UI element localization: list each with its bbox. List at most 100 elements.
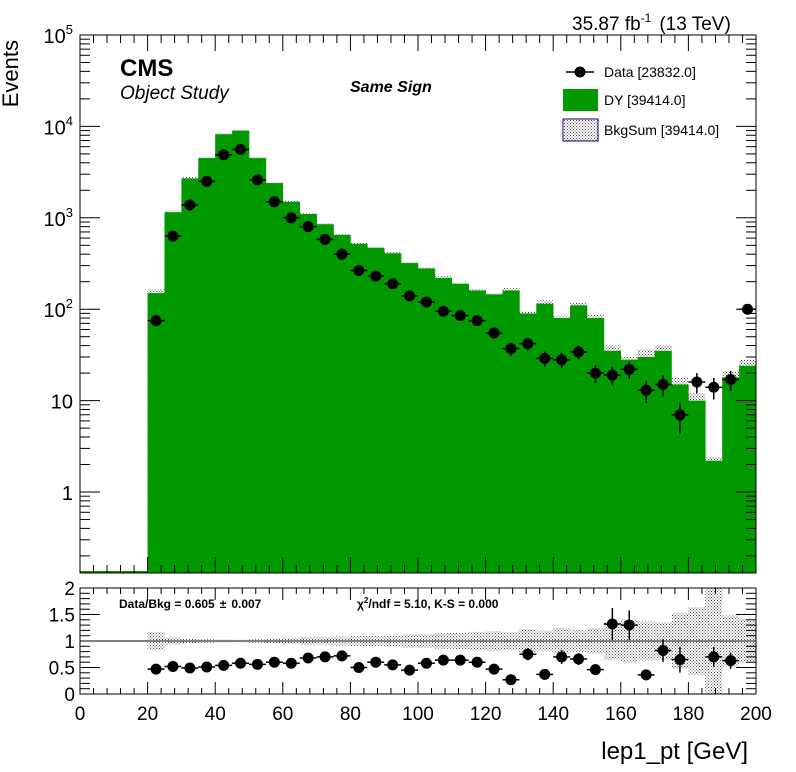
data-point (420, 296, 432, 308)
data-point (387, 278, 399, 290)
ratio-point (640, 669, 652, 681)
dy-bar (739, 365, 757, 573)
dy-bar (536, 303, 554, 573)
y-tick-label: 10 (51, 392, 73, 414)
data-point (336, 248, 348, 260)
data-point (606, 369, 618, 381)
dy-bar (215, 134, 233, 573)
ratio-point (420, 657, 432, 669)
data-point (725, 374, 737, 386)
ratio-y-tick-label: 2 (64, 579, 75, 600)
ratio-point (285, 657, 297, 669)
data-point (674, 409, 686, 421)
ratio-point (235, 657, 247, 669)
dy-bar (316, 224, 334, 574)
main-axes: 1 10 102 103 104 105 (44, 22, 757, 574)
dy-bar (333, 234, 351, 573)
lumi-label: 35.87 fb-1 (13 TeV) (572, 11, 731, 35)
ratio-point (623, 619, 635, 631)
x-tick-label: 40 (205, 704, 226, 725)
bkg-swatch-icon (562, 118, 599, 142)
main-histogram (80, 129, 757, 574)
dy-bar (350, 243, 368, 574)
data-point (404, 290, 416, 302)
data-point (691, 376, 703, 388)
data-point (370, 270, 382, 282)
data-point (708, 381, 720, 393)
legend-item-bkg: BkgSum [39414.0] (562, 118, 719, 142)
data-point (573, 346, 585, 358)
ratio-point (387, 659, 399, 671)
ratio-point (184, 662, 196, 674)
x-tick-label: 120 (470, 704, 502, 725)
ratio-point (471, 656, 483, 668)
dy-bar (265, 183, 284, 573)
x-tick-label: 80 (340, 704, 361, 725)
data-point (640, 384, 652, 396)
ratio-point (522, 648, 534, 660)
y-tick-label: 1 (62, 483, 73, 505)
x-tick-label: 20 (137, 704, 158, 725)
dy-bar (705, 460, 723, 573)
data-point (268, 196, 280, 208)
ratio-point (454, 654, 466, 666)
dy-bar (587, 318, 605, 573)
y-tick-label: 102 (44, 296, 73, 322)
y-tick-label: 103 (44, 205, 73, 231)
data-point (623, 363, 635, 375)
dy-bar (620, 359, 638, 573)
ratio-point (404, 664, 416, 676)
ratio-uncertainty-band (80, 588, 756, 694)
data-point (319, 233, 331, 245)
ratio-point (589, 664, 601, 676)
ratio-point (302, 652, 314, 664)
legend-label-dy: DY [39414.0] (604, 92, 685, 108)
ratio-point (674, 654, 686, 666)
data-point (437, 305, 449, 317)
legend-label-bkg: BkgSum [39414.0] (604, 122, 719, 138)
ratio-point (319, 651, 331, 663)
dy-bar (181, 178, 199, 573)
data-point (218, 149, 230, 161)
legend-item-dy: DY [39414.0] (563, 89, 685, 111)
subtitle-label: Object Study (120, 83, 230, 104)
dy-bar (654, 350, 672, 573)
dy-bar (502, 290, 520, 573)
dy-bar (299, 214, 317, 573)
ratio-point (353, 662, 365, 673)
dy-bar (147, 293, 165, 573)
ratio-point (725, 655, 737, 667)
dy-bar (570, 305, 588, 573)
ratio-point (150, 663, 162, 675)
ratio-point (606, 618, 618, 630)
x-tick-label: 0 (75, 704, 86, 725)
dy-bar (164, 212, 182, 574)
ratio-point (370, 656, 382, 668)
dy-bar (603, 350, 622, 573)
x-tick-label: 60 (272, 704, 293, 725)
data-point (302, 221, 314, 233)
ratio-point (251, 658, 263, 670)
ratio-point (556, 651, 568, 663)
dy-bar (485, 294, 503, 573)
data-point (150, 315, 162, 327)
data-point (235, 143, 247, 155)
ratio-point (336, 650, 348, 662)
ratio-point (573, 653, 585, 665)
y-tick-label: 104 (44, 113, 73, 139)
data-point (184, 199, 196, 211)
ratio-point (539, 668, 551, 680)
chi2-label: χ2/ndf = 5.10, K-S = 0.000 (357, 596, 499, 611)
dy-bar (249, 158, 267, 573)
x-tick-label: 160 (605, 704, 637, 725)
x-tick-label: 200 (740, 704, 772, 725)
data-point (285, 212, 297, 224)
data-point (353, 265, 365, 277)
x-tick-label: 180 (673, 704, 705, 725)
x-tick-label: 100 (402, 704, 434, 725)
x-axis-label: lep1_pt [GeV] (601, 738, 748, 765)
data-point (556, 354, 568, 366)
dy-bar (232, 130, 250, 574)
data-marker-icon (574, 66, 586, 78)
data-point (454, 310, 466, 322)
